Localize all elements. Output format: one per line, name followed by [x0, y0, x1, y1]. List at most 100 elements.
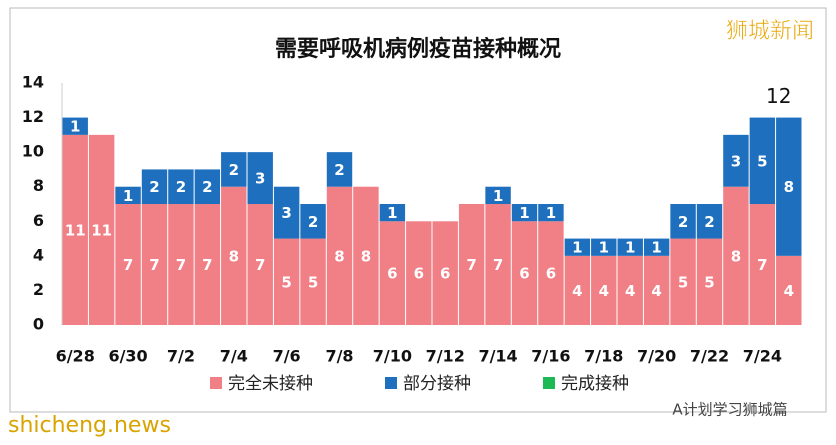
value-label: 2 [202, 178, 212, 196]
bar-segment [141, 169, 168, 204]
y-tick-label: 8 [33, 176, 44, 195]
value-label: 1 [493, 187, 503, 205]
bar-segment [696, 238, 723, 325]
value-label: 5 [308, 273, 318, 291]
value-label: 7 [255, 256, 265, 274]
value-label: 7 [493, 256, 503, 274]
legend-label: 完全未接种 [228, 374, 313, 394]
value-label: 5 [757, 152, 767, 170]
y-tick-label: 4 [33, 245, 44, 264]
bar-segment [326, 186, 353, 325]
x-tick-label: 7/14 [478, 347, 517, 366]
bar-segment [353, 186, 379, 325]
bar-segment [247, 152, 273, 204]
y-tick-label: 12 [22, 107, 44, 126]
bar-segment [591, 255, 617, 325]
value-label: 7 [176, 256, 186, 274]
legend-swatch [210, 377, 222, 389]
value-label: 7 [757, 256, 767, 274]
bar-segment [379, 204, 406, 222]
bar-segment [221, 152, 247, 187]
value-label: 4 [651, 282, 661, 300]
bar-segment [511, 221, 538, 325]
bar-segment [458, 204, 485, 325]
value-label: 5 [678, 273, 688, 291]
x-tick-label: 7/6 [273, 347, 301, 366]
bar-segment [511, 204, 538, 222]
value-label: 6 [519, 265, 529, 283]
bar-segment [485, 204, 511, 325]
bar-segment [194, 204, 221, 325]
bar-segment [696, 204, 723, 239]
x-tick-label: 7/16 [531, 347, 570, 366]
watermark: 狮城新闻 [726, 19, 814, 44]
value-label: 4 [599, 282, 609, 300]
bar-segment [670, 204, 696, 239]
bar-segment [617, 238, 643, 256]
value-label: 8 [334, 247, 344, 265]
bar-segment [723, 186, 749, 325]
value-label: 1 [572, 239, 582, 257]
bar-segment [432, 221, 458, 325]
bar-segment [300, 238, 326, 325]
bar-segment [538, 221, 564, 325]
value-label: 1 [70, 118, 80, 136]
value-label: 6 [440, 265, 450, 283]
bar-segment [141, 204, 168, 325]
value-label: 4 [784, 282, 794, 300]
y-tick-label: 14 [22, 73, 44, 92]
bar-segment [326, 152, 353, 187]
value-label: 2 [308, 213, 318, 231]
bar-segment [723, 134, 749, 187]
value-label: 1 [651, 239, 661, 257]
bar-segment [247, 204, 273, 325]
legend-label: 完成接种 [561, 374, 629, 394]
value-label: 5 [704, 273, 714, 291]
value-label: 2 [229, 161, 239, 179]
value-label: 3 [731, 152, 741, 170]
bar-segment [776, 117, 802, 256]
value-label: 2 [704, 213, 714, 231]
value-label: 1 [387, 204, 397, 222]
x-tick-label: 7/8 [325, 347, 353, 366]
value-label: 6 [414, 265, 424, 283]
value-label: 3 [255, 170, 265, 188]
bar-segment [115, 204, 141, 325]
x-tick-label: 7/22 [690, 347, 729, 366]
x-tick-label: 7/18 [584, 347, 623, 366]
bar-segment [273, 238, 300, 325]
bar-segment [564, 255, 591, 325]
legend-swatch [543, 377, 555, 389]
value-label: 7 [202, 256, 212, 274]
bar-segment [62, 134, 88, 325]
y-tick-label: 0 [33, 315, 44, 334]
bar-segment [591, 238, 617, 256]
value-label: 4 [625, 282, 635, 300]
value-label: 2 [678, 213, 688, 231]
x-tick-label: 7/12 [426, 347, 465, 366]
y-tick-label: 6 [33, 211, 44, 230]
value-label: 7 [123, 256, 133, 274]
bar-segment [776, 255, 802, 325]
bar-segment [379, 221, 406, 325]
annotation: 12 [766, 84, 791, 108]
watermark: shicheng.news [8, 413, 171, 438]
bar-segment [273, 186, 300, 239]
value-label: 1 [519, 204, 529, 222]
bar-segment [670, 238, 696, 325]
value-label: 3 [281, 204, 291, 222]
value-label: 1 [625, 239, 635, 257]
value-label: 11 [65, 221, 86, 239]
bar-segment [643, 238, 670, 256]
bar-segment [194, 169, 221, 204]
bar-segment [485, 186, 511, 204]
y-tick-label: 10 [22, 142, 44, 161]
bar-segment [643, 255, 670, 325]
x-tick-label: 7/10 [373, 347, 412, 366]
value-label: 2 [149, 178, 159, 196]
value-label: 11 [91, 221, 112, 239]
value-label: 4 [572, 282, 582, 300]
x-tick-label: 6/28 [56, 347, 95, 366]
bar-segment [62, 117, 88, 135]
